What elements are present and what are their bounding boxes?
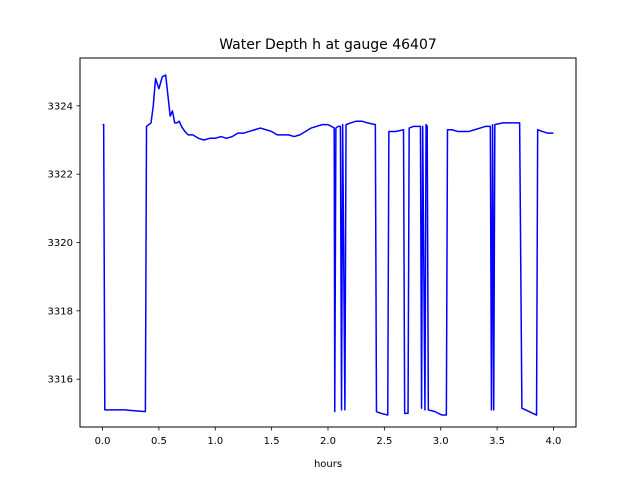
y-tick-label: 3318 [48, 306, 73, 317]
x-tick-label: 1.0 [207, 436, 223, 447]
x-tick-label: 0.0 [95, 436, 111, 447]
y-tick-label: 3320 [48, 238, 73, 249]
y-tick-label: 3316 [48, 375, 73, 386]
x-axis-ticks: 0.0 0.5 1.0 1.5 2.0 2.5 3.0 3.5 4.0 [95, 427, 562, 447]
x-tick-label: 3.5 [489, 436, 505, 447]
plot-frame [79, 57, 577, 428]
x-tick-label: 1.5 [264, 436, 280, 447]
y-tick-label: 3322 [48, 170, 73, 181]
series-line [102, 74, 554, 416]
x-axis-label: hours [314, 459, 342, 470]
x-tick-label: 4.0 [546, 436, 562, 447]
x-tick-label: 2.0 [320, 436, 336, 447]
x-tick-label: 2.5 [376, 436, 392, 447]
chart-title: Water Depth h at gauge 46407 [219, 37, 437, 53]
x-tick-label: 3.0 [433, 436, 449, 447]
y-axis-ticks: 3316 3318 3320 3322 3324 [48, 101, 80, 386]
x-tick-label: 0.5 [151, 436, 167, 447]
y-tick-label: 3324 [48, 101, 73, 112]
